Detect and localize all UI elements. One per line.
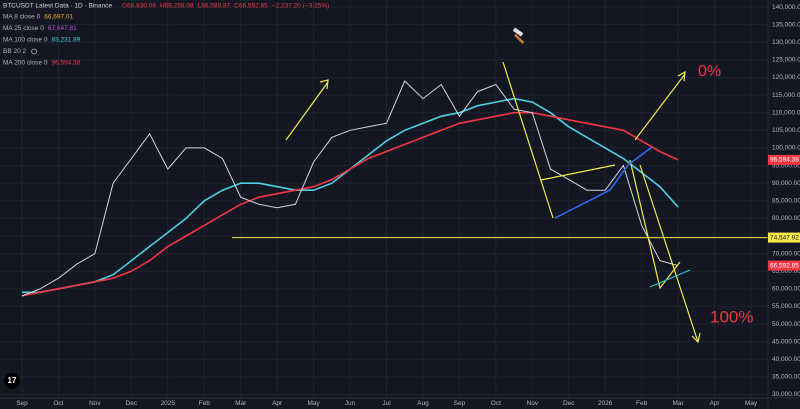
- y-tick-label: 30,000.00: [772, 391, 800, 398]
- ohlc-value: O68,830.06: [122, 3, 156, 10]
- tv-logo: 17: [4, 373, 20, 389]
- y-tick-label: 35,000.00: [772, 374, 800, 381]
- y-tick-label: 60,000.00: [772, 286, 800, 293]
- y-tick-label: 120,000.00: [772, 74, 800, 81]
- x-tick-label: Apr: [272, 400, 283, 407]
- y-tick-label: 140,000.00: [772, 4, 800, 11]
- logo-bg: [4, 373, 20, 389]
- price-tag: [768, 260, 800, 271]
- price-tag-label: 96,594.38: [770, 157, 799, 164]
- price-tag: [768, 154, 800, 165]
- x-tick-label: Oct: [53, 400, 63, 407]
- x-tick-label: May: [307, 400, 320, 407]
- legend-value: 83,231.89: [51, 37, 80, 44]
- hammer-handle: [514, 33, 525, 44]
- ohlc-value: L66,589.87: [198, 3, 231, 10]
- y-tick-label: 45,000.00: [772, 338, 800, 345]
- y-tick-label: 110,000.00: [772, 109, 800, 116]
- logo-text: 17: [8, 376, 17, 385]
- x-tick-label: Mar: [235, 400, 247, 407]
- x-tick-label: Oct: [491, 400, 501, 407]
- arrow-line: [639, 164, 699, 343]
- y-tick-label: 85,000.00: [772, 197, 800, 204]
- legend-name: MA 200 close 0: [3, 60, 48, 67]
- price-tag: [768, 232, 800, 243]
- x-tick-label: 2026: [598, 400, 613, 407]
- x-tick-label: May: [745, 400, 758, 407]
- arrow-head: [319, 79, 329, 90]
- legend-name: MA 8 close 0: [3, 14, 41, 21]
- chart-title: BTCUSDT Latest Data · 1D · Binance: [3, 3, 112, 10]
- price-tag-label: 74,547.92: [770, 234, 799, 241]
- arrow-line: [634, 73, 686, 141]
- x-tick-label: Sep: [454, 400, 466, 407]
- trend-line: [540, 164, 616, 181]
- y-tick-label: 115,000.00: [772, 92, 800, 99]
- arrow-head: [691, 332, 701, 344]
- x-tick-label: Nov: [89, 400, 101, 407]
- legend-name: MA 25 close 0: [3, 25, 44, 32]
- legend-value: 67,647.81: [48, 25, 77, 32]
- ma-line: [21, 111, 679, 297]
- x-tick-label: Apr: [709, 400, 720, 407]
- arrow-line: [285, 81, 329, 141]
- y-tick-label: 55,000.00: [772, 303, 800, 310]
- price-line: [21, 80, 679, 297]
- x-tick-label: Feb: [199, 400, 211, 407]
- legend-value: 96,594.38: [51, 60, 80, 67]
- y-tick-label: 130,000.00: [772, 39, 800, 46]
- x-tick-label: Feb: [636, 400, 648, 407]
- annotation: 0%: [698, 63, 721, 80]
- y-tick-label: 100,000.00: [772, 145, 800, 152]
- x-tick-label: Dec: [126, 400, 138, 407]
- y-tick-label: 80,000.00: [772, 215, 800, 222]
- plot: [21, 80, 768, 297]
- y-tick-label: 70,000.00: [772, 250, 800, 257]
- legend-value: 66,697.01: [44, 14, 73, 21]
- legend-name: BB 20 2: [3, 48, 27, 55]
- x-tick-label: Aug: [417, 400, 429, 407]
- x-tick-label: Dec: [563, 400, 575, 407]
- y-tick-label: 90,000.00: [772, 180, 800, 187]
- price-tag-label: 66,592.85: [770, 262, 799, 269]
- trend-line: [629, 159, 681, 290]
- ohlc-value: −2,237.20 (−3.25%): [272, 3, 329, 10]
- y-tick-label: 50,000.00: [772, 321, 800, 328]
- x-tick-label: Sep: [16, 400, 28, 407]
- x-tick-label: Mar: [672, 400, 684, 407]
- y-tick-label: 135,000.00: [772, 21, 800, 28]
- y-tick-label: 65,000.00: [772, 268, 800, 275]
- header: BTCUSDT Latest Data · 1D · Binance O68,83…: [3, 3, 329, 67]
- drawings: [285, 61, 701, 344]
- blue-line: [554, 146, 653, 219]
- cyan-line: [649, 269, 691, 288]
- arrow-head: [677, 70, 686, 82]
- hammer-head: [512, 27, 524, 37]
- hammer-icon: [512, 27, 525, 44]
- x-tick-label: Jul: [382, 400, 391, 407]
- legend-name: MA 100 close 0: [3, 37, 48, 44]
- x-tick-label: 2025: [161, 400, 176, 407]
- legend-eye: [31, 48, 38, 55]
- y-tick-label: 95,000.00: [772, 162, 800, 169]
- annotation: 100%: [710, 307, 753, 326]
- y-tick-label: 105,000.00: [772, 127, 800, 134]
- x-tick-label: Nov: [527, 400, 539, 407]
- x-tick-label: Jun: [345, 400, 356, 407]
- trend-line: [502, 61, 554, 219]
- ohlc-value: C66,592.85: [234, 3, 268, 10]
- y-tick-label: 125,000.00: [772, 57, 800, 64]
- ohlc-value: H69,258.08: [160, 3, 194, 10]
- y-tick-label: 40,000.00: [772, 356, 800, 363]
